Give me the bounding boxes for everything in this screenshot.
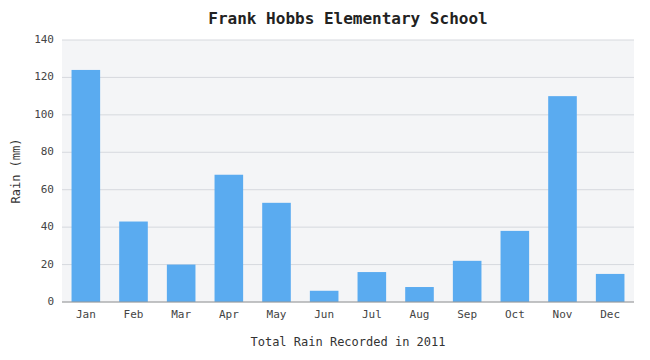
y-tick-label: 0: [47, 295, 54, 308]
bar: [501, 231, 530, 302]
bar: [72, 70, 101, 302]
y-grid: [62, 40, 634, 302]
x-tick-label: Jul: [362, 308, 382, 321]
title: Frank Hobbs Elementary School: [208, 9, 487, 28]
bar: [167, 265, 196, 302]
y-axis-label: Rain (mm): [9, 138, 23, 203]
x-tick-label: Feb: [124, 308, 144, 321]
bar: [119, 222, 148, 302]
bar: [548, 96, 577, 302]
y-tick-label: 80: [41, 145, 54, 158]
y-tick-label: 100: [34, 108, 54, 121]
y-tick-label: 20: [41, 258, 54, 271]
bars: [72, 70, 625, 302]
y-tick-label: 60: [41, 183, 54, 196]
grid-line: [62, 77, 634, 78]
y-tick-label: 120: [34, 70, 54, 83]
grid-line: [62, 40, 634, 41]
x-ticks: Jan Feb Mar Apr May Jun Jul Aug Sep Oct Nov Dec: [76, 308, 620, 321]
x-tick-label: May: [267, 308, 287, 321]
x-axis-label: Total Rain Recorded in 2011: [250, 335, 445, 349]
bar: [453, 261, 482, 302]
plot-background: [62, 40, 634, 302]
bar: [358, 272, 387, 302]
bar: [596, 274, 625, 302]
bar: [310, 291, 339, 302]
x-tick-label: Sep: [457, 308, 477, 321]
x-tick-label: Dec: [600, 308, 620, 321]
bar: [262, 203, 291, 302]
x-tick-label: Aug: [410, 308, 430, 321]
x-tick-label: Jan: [76, 308, 96, 321]
x-axis-line: [62, 302, 634, 303]
x-tick-label: Oct: [505, 308, 525, 321]
x-tick-label: Mar: [171, 308, 191, 321]
x-tick-label: Nov: [553, 308, 573, 321]
x-tick-label: Jun: [314, 308, 334, 321]
bar: [405, 287, 434, 302]
grid-line: [62, 302, 634, 303]
y-tick-label: 40: [41, 220, 54, 233]
page: {"chart_data": {"type": "bar", "title": …: [0, 0, 650, 360]
chart-svg: 0 20 40 60 80 100 120 140 Jan Feb Mar Apr May Jun Jul A…: [0, 0, 650, 360]
bar: [215, 175, 244, 302]
chart-container: 0 20 40 60 80 100 120 140 Jan Feb Mar Apr May Jun Jul A…: [0, 0, 650, 360]
y-ticks: 0 20 40 60 80 100 120 140: [34, 33, 54, 308]
x-tick-label: Apr: [219, 308, 239, 321]
y-tick-label: 140: [34, 33, 54, 46]
